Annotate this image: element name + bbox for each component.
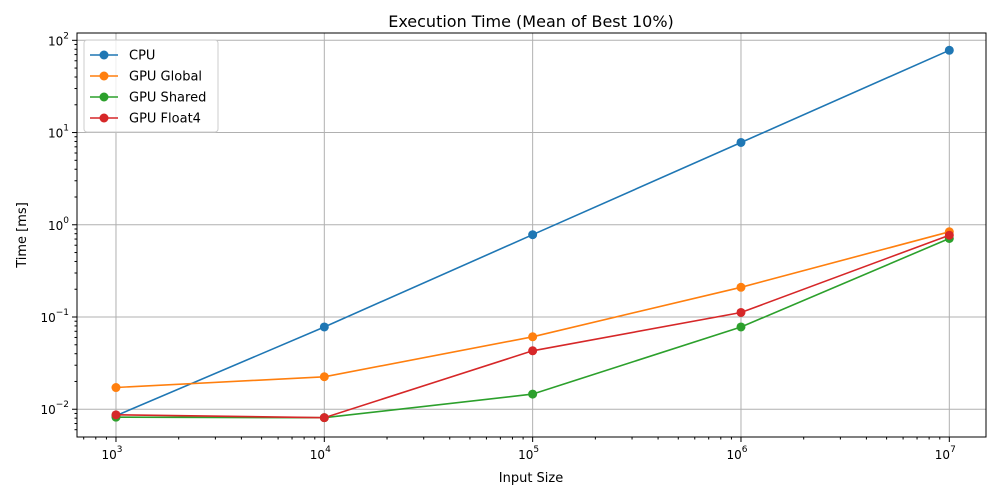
data-point-gpu-global xyxy=(528,332,538,342)
legend-item-gpu-float4: GPU Float4 xyxy=(90,112,201,127)
x-tick-label: 107 xyxy=(935,445,956,462)
legend-marker xyxy=(99,113,109,123)
data-point-gpu-global xyxy=(319,372,329,382)
data-point-gpu-float4 xyxy=(111,410,121,420)
series-gpu-float4 xyxy=(111,230,954,423)
legend-label: GPU Global xyxy=(129,70,202,85)
data-point-gpu-float4 xyxy=(944,230,954,240)
x-axis-ticks: 103 104 105 106 107 xyxy=(83,437,956,462)
y-tick-label: 10−1 xyxy=(40,308,69,325)
legend-label: GPU Float4 xyxy=(129,112,201,127)
data-point-gpu-shared xyxy=(528,389,538,399)
data-point-cpu xyxy=(528,230,538,240)
y-tick-label: 101 xyxy=(48,124,69,141)
x-tick-label: 105 xyxy=(518,445,539,462)
legend-box xyxy=(83,39,219,133)
y-axis-ticks: 10−2 10−1 100 101 102 xyxy=(40,31,77,431)
data-point-cpu xyxy=(736,137,746,147)
legend-item-gpu-shared: GPU Shared xyxy=(90,91,206,106)
x-axis-label: Input Size xyxy=(499,471,563,486)
chart-title: Execution Time (Mean of Best 10%) xyxy=(388,12,674,31)
y-axis-label: Time [ms] xyxy=(15,202,30,269)
data-point-gpu-float4 xyxy=(736,307,746,317)
y-tick-label: 102 xyxy=(48,31,69,48)
plot-frame xyxy=(76,32,987,438)
legend-item-gpu-global: GPU Global xyxy=(90,70,202,85)
legend-item-cpu: CPU xyxy=(90,49,155,64)
legend-marker xyxy=(99,50,109,60)
legend-marker xyxy=(99,92,109,102)
legend-marker xyxy=(99,71,109,81)
x-tick-label: 103 xyxy=(101,445,122,462)
y-tick-label: 10−2 xyxy=(40,400,69,417)
x-tick-label: 104 xyxy=(310,445,331,462)
y-tick-label: 100 xyxy=(48,216,69,233)
data-point-gpu-global xyxy=(736,282,746,292)
data-point-gpu-global xyxy=(111,383,121,393)
data-point-gpu-shared xyxy=(736,322,746,332)
x-tick-label: 106 xyxy=(726,445,747,462)
data-point-cpu xyxy=(944,45,954,55)
legend: CPU GPU Global GPU Shared GPU Float4 xyxy=(83,39,219,133)
series-layer xyxy=(111,45,954,423)
data-point-gpu-float4 xyxy=(319,413,329,423)
data-point-gpu-float4 xyxy=(528,346,538,356)
legend-label: CPU xyxy=(129,49,155,64)
series-gpu-global xyxy=(111,227,954,393)
data-point-cpu xyxy=(319,322,329,332)
legend-label: GPU Shared xyxy=(129,91,206,106)
